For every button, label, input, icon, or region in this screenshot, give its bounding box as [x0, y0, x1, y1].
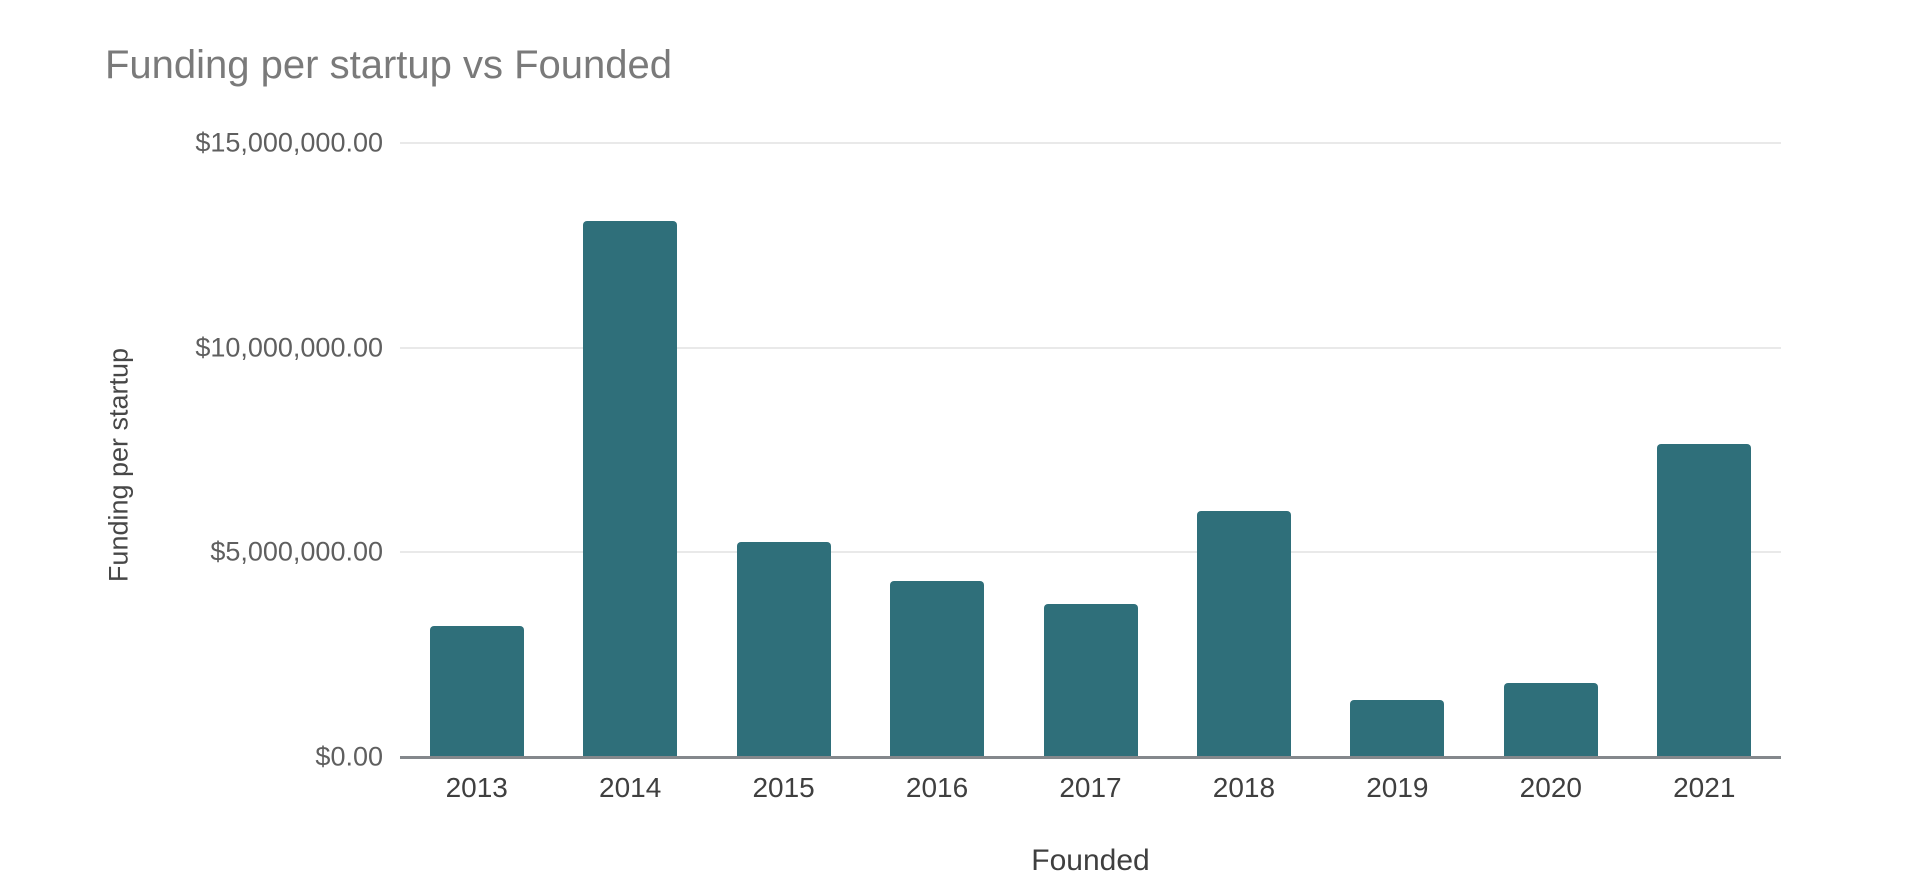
- plot-area: [400, 142, 1781, 759]
- x-tick-label: 2020: [1519, 772, 1582, 803]
- x-tick-label: 2015: [752, 772, 815, 803]
- x-tick-label: 2017: [1059, 772, 1122, 803]
- bar-2019[interactable]: [1350, 699, 1445, 757]
- x-tick-label: 2013: [445, 772, 508, 803]
- gridline: [400, 142, 1781, 144]
- chart-title: Funding per startup vs Founded: [105, 43, 673, 87]
- y-axis-tick-labels: $0.00 $5,000,000.00 $10,000,000.00 $15,000,…: [0, 0, 383, 888]
- y-tick-label: $15,000,000.00: [195, 127, 383, 158]
- bar-2013[interactable]: [429, 626, 524, 757]
- x-tick-label: 2014: [599, 772, 662, 803]
- x-tick-label: 2016: [905, 772, 969, 803]
- y-tick-label: $0.00: [315, 741, 383, 772]
- bar-2017[interactable]: [1043, 603, 1138, 757]
- x-axis-line: [400, 756, 1781, 759]
- bar-2018[interactable]: [1196, 511, 1291, 757]
- bar-2020[interactable]: [1503, 683, 1598, 757]
- bar-2015[interactable]: [736, 542, 831, 757]
- gridline: [400, 551, 1781, 554]
- x-tick-label: 2021: [1673, 772, 1736, 803]
- bar-2016[interactable]: [890, 581, 985, 757]
- x-tick-label: 2018: [1212, 772, 1276, 803]
- y-tick-label: $5,000,000.00: [210, 536, 383, 567]
- x-axis-title: Founded: [1031, 844, 1150, 877]
- gridline: [400, 346, 1781, 349]
- bar-2021[interactable]: [1657, 443, 1752, 757]
- y-tick-label: $10,000,000.00: [195, 332, 383, 363]
- x-tick-label: 2019: [1366, 772, 1429, 803]
- bar-2014[interactable]: [583, 220, 678, 757]
